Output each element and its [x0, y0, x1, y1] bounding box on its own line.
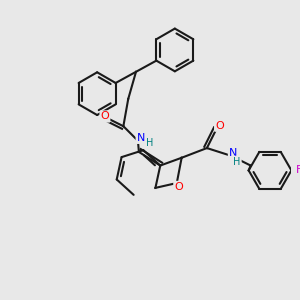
Text: H: H	[233, 157, 241, 167]
Text: N: N	[137, 133, 145, 143]
Text: O: O	[100, 112, 109, 122]
Text: F: F	[296, 165, 300, 176]
Text: O: O	[215, 121, 224, 131]
Text: H: H	[146, 138, 153, 148]
Text: N: N	[229, 148, 237, 158]
Text: O: O	[174, 182, 183, 192]
